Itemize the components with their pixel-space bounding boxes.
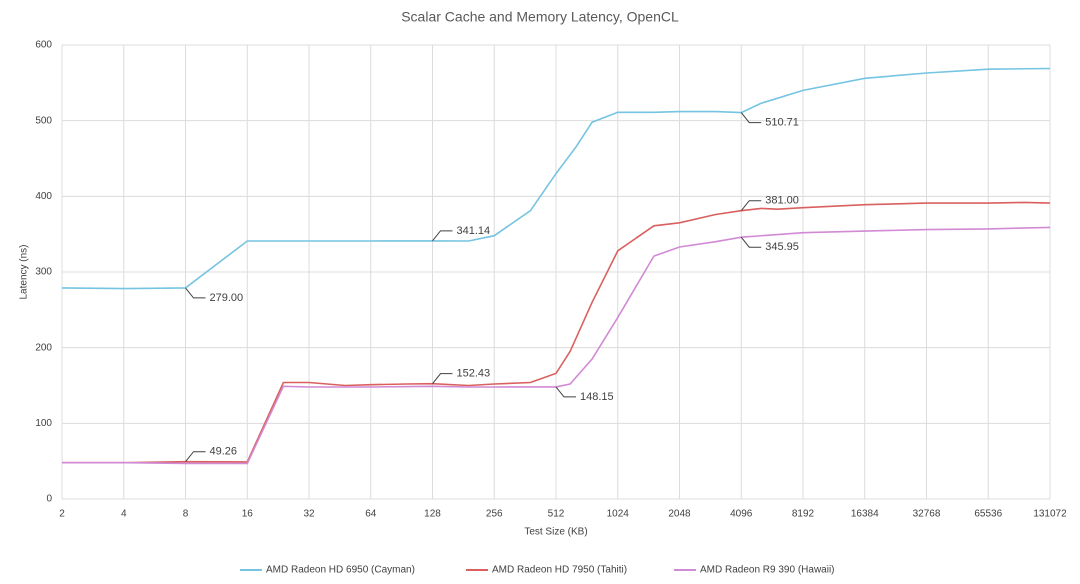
data-label: 510.71: [765, 116, 799, 128]
x-tick-label: 2: [59, 509, 65, 520]
y-tick-label: 500: [35, 115, 52, 126]
data-label: 152.43: [457, 368, 491, 380]
y-tick-label: 200: [35, 342, 52, 353]
x-tick-label: 1024: [607, 509, 630, 520]
y-tick-label: 100: [35, 418, 52, 429]
x-tick-label: 32: [303, 509, 315, 520]
leader-line: [185, 451, 206, 463]
x-tick-label: 8: [183, 509, 189, 520]
x-tick-label: 4096: [730, 509, 753, 520]
series-line: [61, 67, 1051, 290]
x-tick-label: 32768: [913, 509, 941, 520]
x-tick-label: 128: [424, 509, 441, 520]
x-tick-label: 64: [365, 509, 377, 520]
y-tick-label: 400: [35, 191, 52, 202]
y-tick-label: 300: [35, 267, 52, 278]
x-tick-label: 16384: [851, 509, 879, 520]
data-label: 148.15: [580, 391, 614, 403]
x-tick-label: 2048: [668, 509, 691, 520]
leader-line: [185, 287, 206, 299]
leader-line: [432, 230, 453, 242]
y-tick-label: 600: [35, 40, 52, 51]
legend-label: AMD Radeon HD 6950 (Cayman): [266, 565, 415, 576]
data-label: 279.00: [210, 292, 244, 304]
data-label: 341.14: [457, 225, 491, 237]
y-tick-label: 0: [46, 494, 52, 505]
x-tick-label: 65536: [974, 509, 1002, 520]
x-tick-label: 16: [242, 509, 254, 520]
x-tick-label: 4: [121, 509, 127, 520]
legend-label: AMD Radeon R9 390 (Hawaii): [700, 565, 835, 576]
x-tick-label: 512: [548, 509, 565, 520]
x-tick-label: 256: [486, 509, 503, 520]
data-label: 381.00: [765, 195, 799, 207]
series-line: [62, 226, 1051, 465]
leader-line: [740, 200, 762, 212]
data-label: 49.26: [210, 446, 238, 458]
leader-line: [432, 373, 453, 384]
y-axis-title: Latency (ns): [19, 244, 30, 299]
x-tick-label: 8192: [792, 509, 815, 520]
leader-line: [740, 236, 762, 248]
chart-title: Scalar Cache and Memory Latency, OpenCL: [401, 9, 679, 25]
leader-line: [555, 386, 576, 398]
legend-label: AMD Radeon HD 7950 (Tahiti): [492, 565, 627, 576]
x-tick-label: 131072: [1033, 509, 1067, 520]
series-line: [62, 201, 1051, 464]
data-label: 345.95: [765, 241, 799, 253]
leader-line: [740, 112, 762, 124]
x-axis-title: Test Size (KB): [524, 527, 587, 538]
